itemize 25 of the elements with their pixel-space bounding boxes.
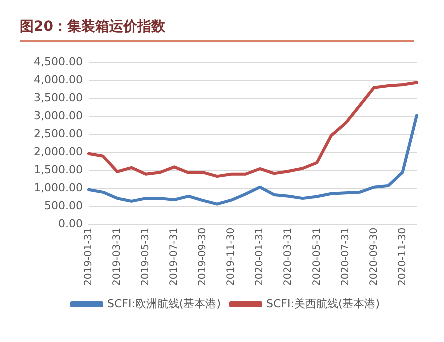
legend-label: SCFI:欧洲航线(基本港)	[107, 297, 222, 310]
y-tick-label: 1,000.00	[34, 182, 83, 195]
x-tick-label: 2019-07-31	[169, 228, 180, 286]
x-tick-label: 2020-01-31	[254, 228, 266, 286]
y-tick-label: 500.00	[44, 200, 83, 213]
y-tick-label: 4,000.00	[34, 73, 83, 86]
y-tick-label: 2,500.00	[34, 128, 83, 141]
x-tick-label: 2019-11-30	[226, 228, 238, 286]
y-tick-label: 0.00	[58, 218, 83, 231]
x-tick-label: 2020-05-31	[312, 228, 323, 286]
x-tick-label: 2019-05-31	[140, 228, 152, 286]
x-tick-label: 2020-07-31	[340, 228, 352, 286]
y-tick-label: 2,000.00	[34, 146, 83, 159]
y-tick-label: 1,500.00	[34, 164, 83, 177]
x-tick-label: 2019-01-31	[84, 228, 95, 286]
y-tick-label: 3,500.00	[34, 92, 83, 105]
x-tick-label: 2019-09-30	[198, 228, 209, 286]
y-tick-label: 4,500.00	[34, 55, 83, 68]
x-tick-label: 2019-03-31	[112, 228, 124, 286]
x-tick-label: 2020-09-30	[368, 228, 380, 286]
legend-label: SCFI:美西航线(基本港)	[266, 297, 380, 310]
x-tick-label: 2020-03-31	[283, 228, 294, 286]
x-tick-label: 2020-11-30	[397, 228, 408, 286]
chart-title: 图20：集装箱运价指数	[20, 18, 414, 42]
y-tick-label: 3,000.00	[34, 110, 83, 123]
